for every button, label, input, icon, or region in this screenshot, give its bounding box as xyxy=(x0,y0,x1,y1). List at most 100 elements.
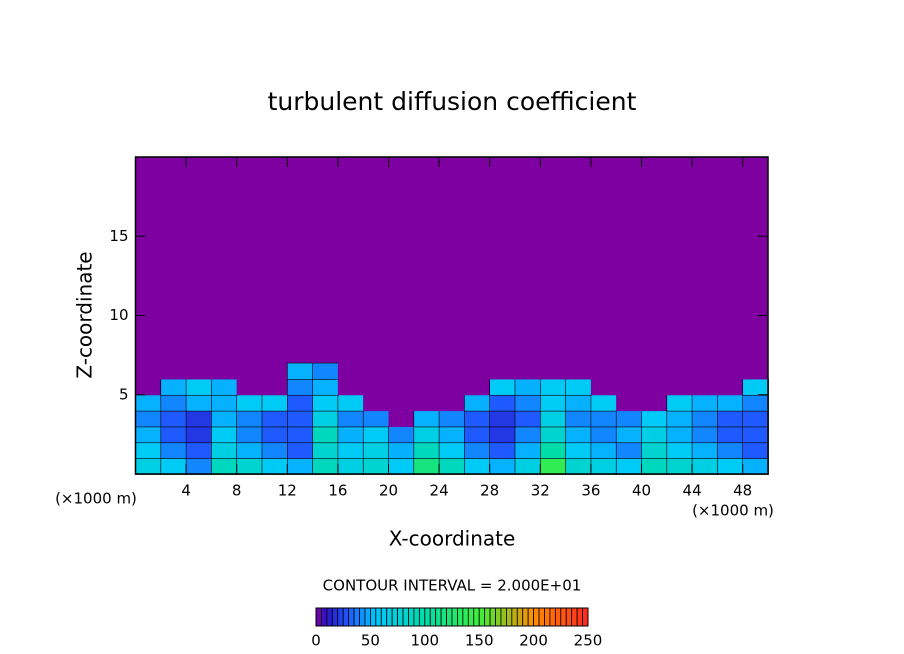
cell xyxy=(515,363,541,380)
cell xyxy=(641,457,668,475)
cell xyxy=(413,410,440,428)
cell xyxy=(666,457,693,475)
cell xyxy=(211,426,238,444)
cell xyxy=(615,457,643,475)
cell xyxy=(514,426,542,444)
cell xyxy=(337,410,364,428)
cell xyxy=(236,394,263,412)
y-tick-label: 10 xyxy=(109,306,128,324)
cell xyxy=(742,441,769,459)
cell xyxy=(489,426,516,444)
cell xyxy=(590,457,618,475)
cell xyxy=(641,394,668,412)
cell xyxy=(261,394,289,412)
cell xyxy=(641,410,668,428)
cell xyxy=(464,426,491,444)
cell xyxy=(666,426,693,444)
colorbar-stripe xyxy=(418,607,426,627)
cell xyxy=(135,378,162,396)
cell xyxy=(641,378,668,396)
cell xyxy=(312,394,339,412)
colorbar-stripe xyxy=(495,607,502,627)
colorbar-stripe xyxy=(489,607,496,627)
cell xyxy=(312,410,339,428)
chart-title: turbulent diffusion coefficient xyxy=(268,87,637,116)
cell xyxy=(211,363,238,380)
cell xyxy=(666,441,693,459)
cell xyxy=(489,394,516,412)
cell xyxy=(186,363,212,380)
cell xyxy=(337,426,364,444)
cell xyxy=(261,410,289,428)
cell xyxy=(590,378,617,396)
cell xyxy=(616,394,642,412)
cell xyxy=(261,457,289,475)
cell xyxy=(565,363,592,380)
cell xyxy=(616,363,642,380)
colorbar-stripe xyxy=(348,607,355,627)
cell xyxy=(438,441,466,459)
cell xyxy=(363,378,389,396)
colorbar-stripe xyxy=(549,607,556,627)
cell xyxy=(135,410,162,428)
cell xyxy=(337,394,364,412)
cell xyxy=(691,410,719,428)
colorbar-stripe xyxy=(326,607,333,627)
colorbar-stripe xyxy=(560,607,567,627)
cell xyxy=(590,426,618,444)
colorbar-stripe xyxy=(500,607,507,627)
cell xyxy=(286,394,314,412)
cell xyxy=(413,378,440,396)
cell xyxy=(262,378,288,396)
cell xyxy=(160,363,187,380)
cell xyxy=(362,457,390,475)
cell xyxy=(211,394,238,412)
cell xyxy=(438,410,466,428)
x-tick-label: 20 xyxy=(379,482,398,500)
cell xyxy=(211,378,238,396)
cell xyxy=(514,410,542,428)
colorbar-stripe xyxy=(467,607,475,627)
cell xyxy=(413,457,440,475)
cell xyxy=(211,457,238,475)
cell xyxy=(363,394,389,412)
x-tick-label: 40 xyxy=(632,482,651,500)
cell xyxy=(691,426,719,444)
cell xyxy=(388,410,415,427)
cell xyxy=(388,363,415,380)
cell xyxy=(286,362,314,380)
cell xyxy=(160,457,187,475)
cell xyxy=(236,410,263,428)
cell xyxy=(363,363,389,380)
y-axis-label: Z-coordinate xyxy=(73,251,97,378)
cell xyxy=(565,426,592,444)
colorbar-tick-label: 150 xyxy=(465,632,494,650)
colorbar-stripe xyxy=(337,607,344,627)
colorbar-stripe xyxy=(424,607,431,627)
cell xyxy=(489,457,516,475)
cell xyxy=(185,441,213,459)
colorbar-stripe xyxy=(457,607,464,627)
cell xyxy=(489,441,516,459)
cell xyxy=(742,363,769,380)
colorbar-stripe xyxy=(353,607,360,627)
cell xyxy=(514,378,542,396)
colorbar-tick-label: 0 xyxy=(311,632,321,650)
cell xyxy=(439,363,465,380)
colorbar-stripe xyxy=(402,607,409,627)
colorbar-tick-label: 250 xyxy=(574,632,603,650)
x-tick-label: 8 xyxy=(232,482,242,500)
colorbar-stripe xyxy=(478,607,486,627)
cell xyxy=(135,457,162,475)
cell xyxy=(211,441,238,459)
cell xyxy=(539,426,567,444)
cell xyxy=(439,378,465,396)
cell xyxy=(514,441,542,459)
cell xyxy=(539,378,567,396)
colorbar-stripe xyxy=(375,607,382,627)
colorbar-stripe xyxy=(364,607,371,627)
cell xyxy=(236,426,263,444)
x-tick-label: 32 xyxy=(531,482,550,500)
cell xyxy=(717,378,744,396)
